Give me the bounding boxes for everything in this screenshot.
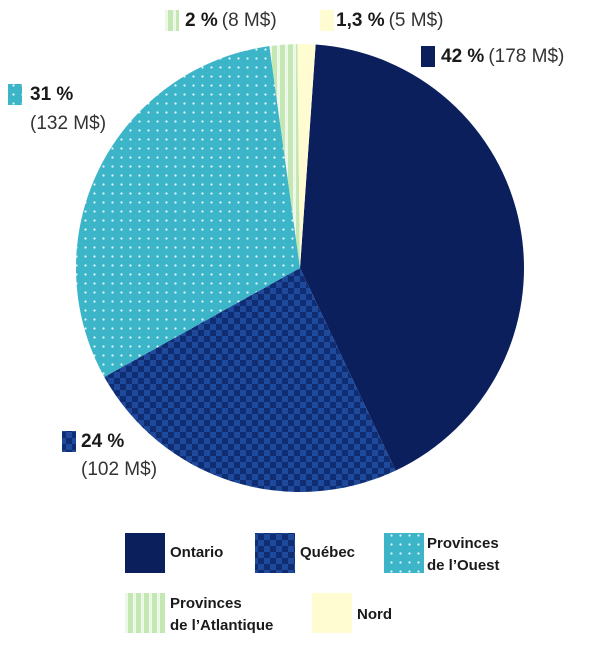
pie-slice — [297, 43, 316, 268]
label-swatch — [62, 431, 76, 452]
amount-label: (5 M$) — [389, 10, 444, 31]
amount-label: (8 M$) — [222, 10, 277, 31]
legend-label: Ontario — [170, 544, 223, 561]
label-swatch — [320, 10, 334, 31]
legend-swatch — [312, 593, 352, 633]
legend-swatch — [125, 533, 165, 573]
data-label: 24 % — [81, 431, 124, 452]
percent-label: 31 % — [30, 84, 73, 105]
data-label: 42 % (178 M$) — [441, 46, 564, 67]
percent-label: 1,3 % — [336, 10, 385, 31]
pie-slice — [104, 268, 396, 493]
percent-label: 42 % — [441, 46, 484, 67]
data-label: 31 % — [30, 84, 73, 105]
legend-label: Québec — [300, 544, 355, 561]
legend-swatch — [384, 533, 424, 573]
pie-slice — [76, 46, 300, 377]
percent-label: 24 % — [81, 431, 124, 452]
legend-swatch — [125, 593, 165, 633]
legend-swatch — [255, 533, 295, 573]
amount-label: (102 M$) — [81, 459, 157, 480]
pie-slice — [300, 44, 524, 471]
label-swatch — [165, 10, 179, 31]
data-label: 1,3 % (5 M$) — [336, 10, 444, 31]
label-swatch — [421, 46, 435, 67]
percent-label: 2 % — [185, 10, 218, 31]
legend-label: Provinces de l’Atlantique — [170, 595, 273, 634]
label-swatch — [8, 84, 22, 105]
amount-label: (178 M$) — [488, 46, 564, 67]
legend-label: Nord — [357, 606, 392, 623]
pie-slice — [269, 44, 300, 268]
legend-label: Provinces de l’Ouest — [427, 535, 503, 574]
data-label: 2 % (8 M$) — [185, 10, 277, 31]
amount-label: (132 M$) — [30, 113, 106, 134]
